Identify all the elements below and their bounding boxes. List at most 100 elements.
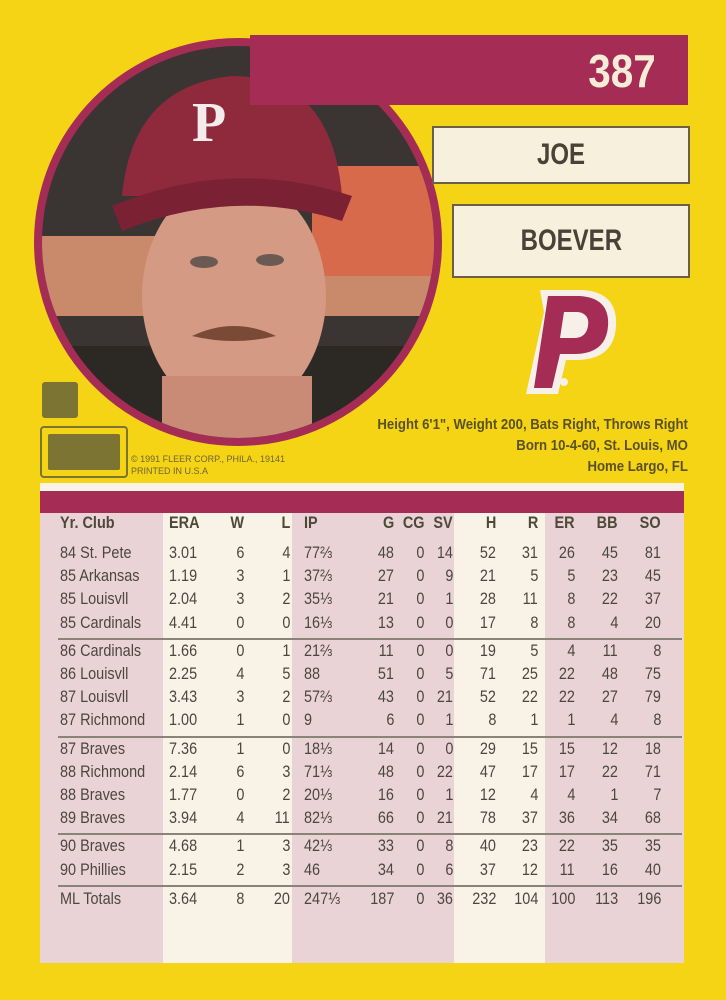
cell-ip: 42⅓ bbox=[304, 836, 333, 856]
cell-h: 71 bbox=[479, 664, 496, 683]
cell-ip: 18⅓ bbox=[304, 738, 333, 758]
cell-g: 48 bbox=[377, 761, 394, 781]
cell-w: 1 bbox=[235, 836, 244, 856]
cell-er: 26 bbox=[558, 543, 575, 562]
cell-era: 4.41 bbox=[169, 612, 198, 632]
table-row: 89 Braves 3.94 4 11 82⅓ 66 0 21 78 37 36 34 68 bbox=[40, 808, 684, 830]
group-divider bbox=[58, 884, 682, 887]
cell-era: 1.77 bbox=[169, 785, 198, 804]
copyright: © 1991 FLEER CORP., PHILA., 19141 PRINTE… bbox=[131, 453, 285, 477]
cell-era: 2.04 bbox=[169, 589, 198, 609]
cell-w: 4 bbox=[235, 664, 244, 683]
cell-era: ERA bbox=[169, 513, 200, 532]
cell-ip: 71⅓ bbox=[304, 761, 333, 781]
cell-yr-club: 90 Phillies bbox=[60, 859, 126, 879]
cell-h: 28 bbox=[479, 589, 496, 609]
table-row: 87 Richmond 1.00 1 0 9 6 0 1 8 1 1 4 8 bbox=[40, 710, 684, 732]
cell-l: 0 bbox=[281, 710, 290, 730]
shade-pitching bbox=[292, 513, 454, 963]
last-name: BOEVER bbox=[520, 224, 622, 257]
cell-sv: 36 bbox=[436, 888, 453, 908]
table-row: 85 Arkansas 1.19 3 1 37⅔ 27 0 9 21 5 5 23 45 bbox=[40, 566, 684, 588]
cell-l: 4 bbox=[281, 543, 290, 562]
cell-cg: 0 bbox=[415, 589, 424, 609]
cell-yr-club: 89 Braves bbox=[60, 808, 126, 828]
cell-yr-club: Yr. Club bbox=[60, 513, 115, 532]
cell-so: 79 bbox=[644, 687, 661, 707]
cell-bb: 4 bbox=[609, 612, 618, 632]
cell-ip: 57⅔ bbox=[304, 687, 333, 707]
cell-sv: 1 bbox=[444, 710, 453, 730]
cell-g: 187 bbox=[369, 888, 394, 908]
cell-r: 8 bbox=[529, 612, 538, 632]
cell-ip: 20⅓ bbox=[304, 785, 333, 804]
cell-ip: 37⅔ bbox=[304, 566, 333, 586]
cell-ip: 16⅓ bbox=[304, 612, 333, 632]
cell-yr-club: ML Totals bbox=[60, 888, 122, 908]
cell-er: 1 bbox=[566, 710, 575, 730]
cell-r: 5 bbox=[529, 640, 538, 660]
cell-bb: 16 bbox=[601, 859, 618, 879]
stats-table: Yr. Club ERA W L IP G CG SV H R ER BB SO 84 St. Pete 3… bbox=[40, 483, 684, 963]
cell-w: W bbox=[230, 513, 244, 532]
cell-r: 4 bbox=[529, 785, 538, 804]
shade-earned bbox=[545, 513, 684, 963]
table-row: 87 Braves 7.36 1 0 18⅓ 14 0 0 29 15 15 12 18 bbox=[40, 739, 684, 761]
cell-sv: 5 bbox=[444, 664, 453, 683]
cell-r: 11 bbox=[522, 589, 538, 609]
cell-ip: 82⅓ bbox=[304, 808, 333, 828]
cell-h: 47 bbox=[479, 761, 496, 781]
cell-r: 5 bbox=[529, 566, 538, 586]
cell-er: 4 bbox=[566, 785, 575, 804]
cell-so: 81 bbox=[644, 543, 661, 562]
player-bio: Height 6'1", Weight 200, Bats Right, Thr… bbox=[377, 414, 688, 477]
cell-cg: 0 bbox=[415, 566, 424, 586]
cell-cg: 0 bbox=[415, 710, 424, 730]
mlbpa-logo-icon bbox=[42, 382, 78, 418]
cell-bb: 22 bbox=[601, 761, 618, 781]
cell-ip: 88 bbox=[304, 664, 321, 683]
cell-er: 8 bbox=[566, 612, 575, 632]
cell-l: 2 bbox=[281, 589, 290, 609]
cell-r: 1 bbox=[529, 710, 538, 730]
cell-g: 33 bbox=[377, 836, 394, 856]
table-row: 88 Braves 1.77 0 2 20⅓ 16 0 1 12 4 4 1 7 bbox=[40, 785, 684, 807]
cell-sv: 0 bbox=[444, 738, 453, 758]
cell-r: 37 bbox=[521, 808, 538, 828]
bio-height-weight: Height 6'1", Weight 200, Bats Right, Thr… bbox=[377, 416, 688, 433]
cell-r: 31 bbox=[521, 543, 538, 562]
shade-club bbox=[40, 513, 163, 963]
cell-yr-club: 88 Richmond bbox=[60, 761, 146, 781]
stats-header-band bbox=[40, 491, 684, 513]
cell-sv: 1 bbox=[444, 589, 453, 609]
cell-so: 75 bbox=[644, 664, 661, 683]
cell-g: 27 bbox=[377, 566, 394, 586]
cell-sv: 6 bbox=[444, 859, 453, 879]
cell-so: 20 bbox=[644, 612, 661, 632]
cell-sv: 1 bbox=[444, 785, 453, 804]
table-row: 86 Louisvll 2.25 4 5 88 51 0 5 71 25 22 48 75 bbox=[40, 664, 684, 686]
cell-cg: 0 bbox=[415, 836, 424, 856]
cell-g: 21 bbox=[377, 589, 394, 609]
cell-er: 22 bbox=[558, 664, 575, 683]
cell-h: 8 bbox=[487, 710, 496, 730]
cell-w: 0 bbox=[235, 640, 244, 660]
cell-w: 2 bbox=[235, 859, 244, 879]
cell-yr-club: 86 Louisvll bbox=[60, 664, 129, 683]
cell-r: R bbox=[527, 513, 538, 532]
svg-text:P: P bbox=[192, 92, 226, 154]
bio-home: Home Largo, FL bbox=[587, 458, 688, 475]
cell-yr-club: 86 Cardinals bbox=[60, 640, 142, 660]
cell-bb: 35 bbox=[601, 836, 618, 856]
cell-so: 7 bbox=[652, 785, 661, 804]
cell-r: 17 bbox=[521, 761, 538, 781]
cell-h: 29 bbox=[479, 738, 496, 758]
table-row: 90 Braves 4.68 1 3 42⅓ 33 0 8 40 23 22 35 35 bbox=[40, 836, 684, 858]
cell-r: 25 bbox=[521, 664, 538, 683]
table-row: 90 Phillies 2.15 2 3 46 34 0 6 37 12 11 16 40 bbox=[40, 860, 684, 882]
cell-er: 22 bbox=[558, 687, 575, 707]
cell-so: 8 bbox=[652, 710, 661, 730]
cell-r: 23 bbox=[521, 836, 538, 856]
cell-era: 1.66 bbox=[169, 640, 198, 660]
